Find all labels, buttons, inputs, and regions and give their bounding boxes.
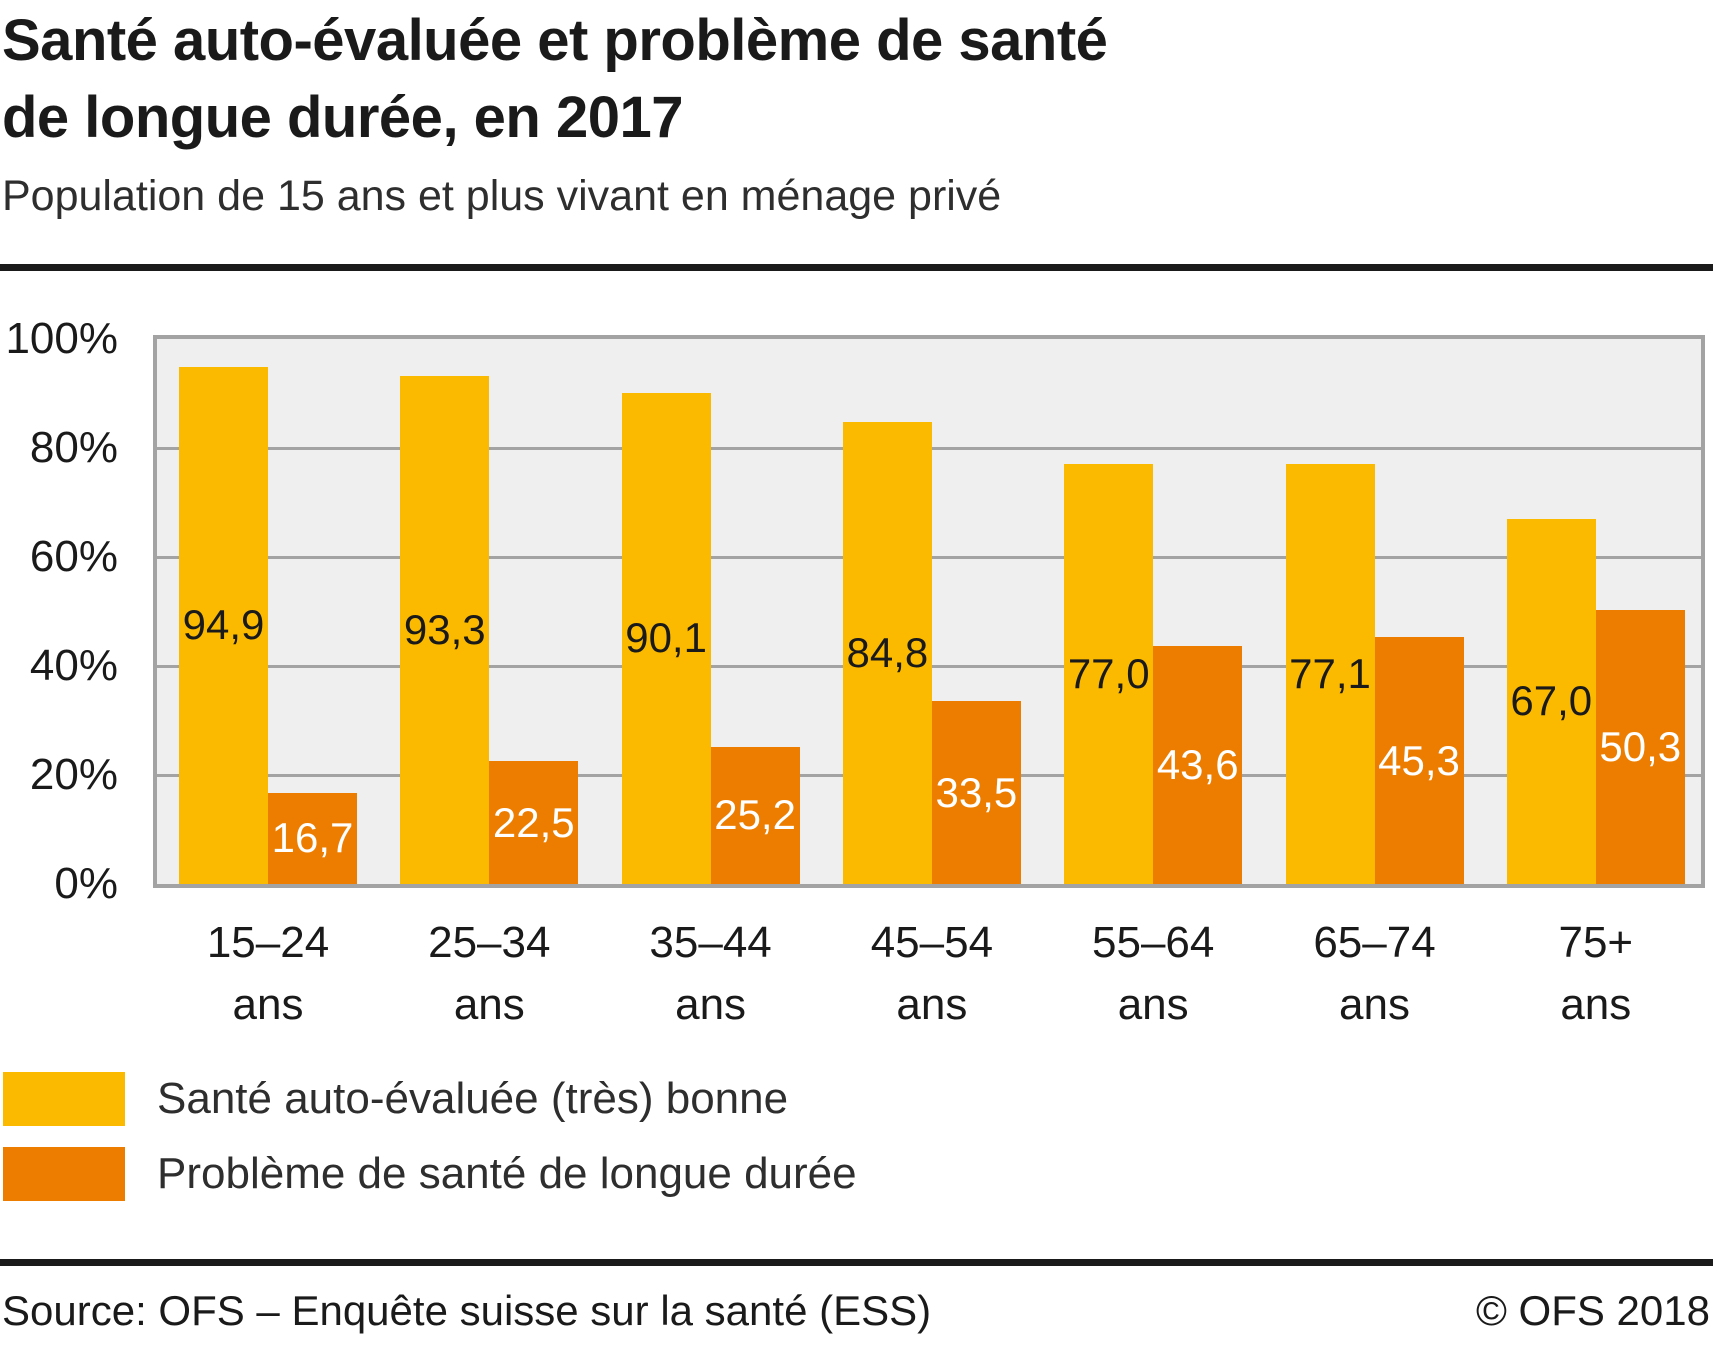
- footer-copyright: © OFS 2018: [1475, 1287, 1710, 1334]
- bar-value-label: 16,7: [271, 814, 354, 862]
- footer-source: Source: OFS – Enquête suisse sur la sant…: [2, 1287, 932, 1334]
- bar-value-label: 43,6: [1156, 741, 1239, 789]
- bar-series2-65–74: [1374, 637, 1464, 884]
- bar-value-label: 45,3: [1378, 736, 1460, 784]
- bar-value-label: 77,0: [1067, 650, 1150, 698]
- bar-series2-35–44: [710, 746, 800, 884]
- bar-value-label: 77,1: [1289, 649, 1371, 697]
- legend-swatch-long-term-problem: [3, 1147, 125, 1201]
- page-subtitle: Population de 15 ans et plus vivant en m…: [2, 172, 1002, 220]
- bar-series2-45–54: [931, 701, 1021, 884]
- bar-series2-25–34: [489, 761, 579, 884]
- bar-value-label: 22,5: [492, 798, 575, 846]
- bar-value-label: 25,2: [714, 791, 796, 839]
- bar-series1-25–34: [400, 375, 490, 884]
- bar-series1-45–54: [842, 421, 932, 884]
- bar-value-label: 33,5: [935, 768, 1018, 816]
- bar-series2-15–24: [268, 792, 357, 884]
- x-axis-label-45–54: 45–54 ans: [870, 918, 994, 1029]
- bar-series1-15–24: [179, 366, 268, 884]
- bar-value-label: 50,3: [1599, 722, 1682, 770]
- y-axis-tick-100: 100%: [5, 314, 118, 363]
- legend-swatch-good-health: [3, 1072, 125, 1126]
- bar-value-label: 84,8: [846, 628, 929, 676]
- page-title: Santé auto-évaluée et problème de santé …: [2, 8, 1108, 150]
- bar-value-label: 67,0: [1510, 677, 1593, 725]
- plot-area: 94,9 16,7 93,3 22,5 90,1 25,2 84,8 33,5 77,0 43,6…: [153, 335, 1705, 888]
- bottom-divider-rule: [0, 1259, 1713, 1266]
- y-axis-tick-20: 20%: [29, 750, 118, 799]
- y-axis-tick-80: 80%: [29, 423, 118, 472]
- x-axis-label-75+: 75+ ans: [1558, 918, 1634, 1029]
- x-axis-label-15–24: 15–24 ans: [206, 918, 330, 1029]
- bar-series1-75+: [1506, 518, 1596, 884]
- x-axis-label-55–64: 55–64 ans: [1092, 918, 1215, 1029]
- bar-value-label: 93,3: [403, 605, 486, 653]
- legend-label-long-term-problem: Problème de santé de longue durée: [157, 1149, 857, 1198]
- y-axis-tick-40: 40%: [29, 641, 118, 690]
- top-divider-rule: [0, 264, 1713, 271]
- x-axis-label-25–34: 25–34 ans: [428, 918, 551, 1029]
- y-axis-tick-60: 60%: [29, 532, 118, 581]
- bar-series2-75+: [1595, 609, 1685, 884]
- bar-series1-55–64: [1064, 464, 1154, 884]
- bar-series1-35–44: [621, 392, 711, 884]
- legend-label-good-health: Santé auto-évaluée (très) bonne: [157, 1074, 789, 1123]
- bar-value-label: 94,9: [182, 601, 265, 649]
- bar-value-label: 90,1: [625, 614, 707, 662]
- x-axis-label-65–74: 65–74 ans: [1313, 918, 1436, 1029]
- bar-series2-55–64: [1153, 646, 1243, 884]
- bar-series1-65–74: [1285, 463, 1375, 884]
- x-axis-label-35–44: 35–44 ans: [649, 918, 772, 1029]
- y-axis-tick-0: 0%: [54, 859, 118, 908]
